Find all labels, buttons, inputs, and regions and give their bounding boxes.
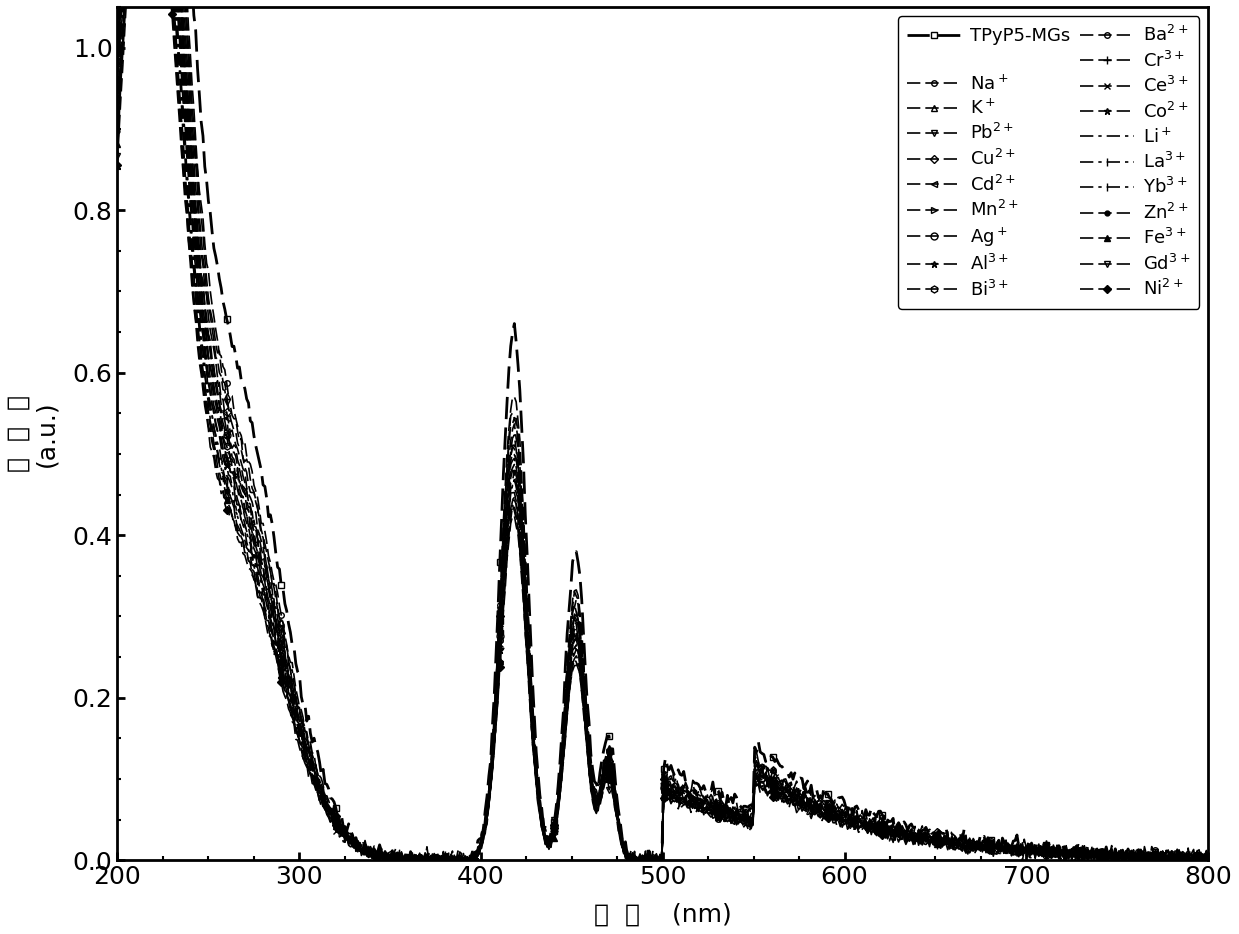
Y-axis label: 吸  光  度
(a.u.): 吸 光 度 (a.u.) xyxy=(7,395,58,472)
X-axis label: 波  长    (nm): 波 长 (nm) xyxy=(593,903,732,927)
Legend: TPyP5-MGs, , Na$^+$, K$^+$, Pb$^{2+}$, Cu$^{2+}$, Cd$^{2+}$, Mn$^{2+}$, Ag$^+$, : TPyP5-MGs, , Na$^+$, K$^+$, Pb$^{2+}$, C… xyxy=(898,16,1199,309)
